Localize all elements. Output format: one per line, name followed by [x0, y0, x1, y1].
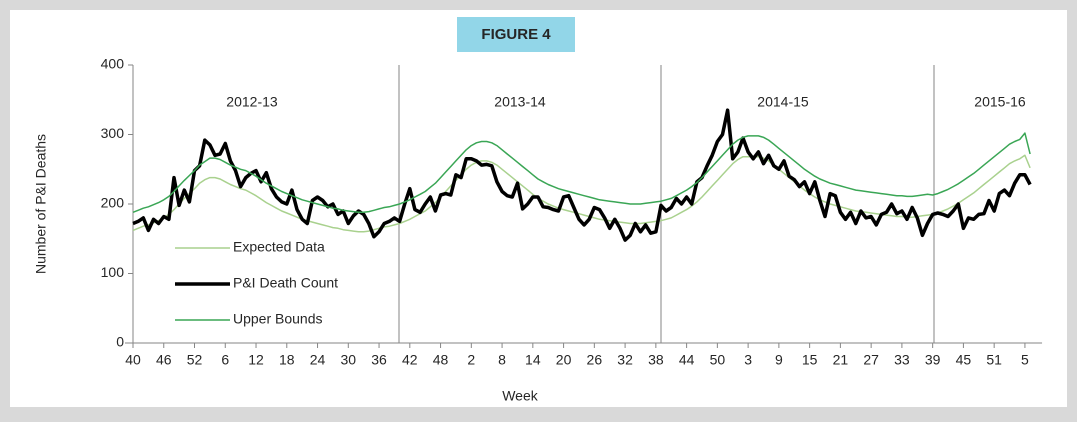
x-tick-label: 8: [498, 352, 506, 368]
x-tick-label: 5: [1021, 352, 1029, 368]
title-box: [457, 17, 575, 52]
y-axis-label: Number of P&I Deaths: [33, 134, 49, 274]
x-tick-label: 38: [648, 352, 664, 368]
x-tick-label: 40: [125, 352, 141, 368]
x-tick-label: 45: [956, 352, 972, 368]
x-tick-label: 27: [863, 352, 879, 368]
chart-title: FIGURE 4: [481, 26, 551, 43]
x-tick-label: 48: [433, 352, 449, 368]
x-tick-label: 21: [833, 352, 849, 368]
legend-label: Upper Bounds: [233, 311, 323, 327]
x-tick-label: 30: [341, 352, 357, 368]
y-tick-label: 400: [101, 56, 125, 72]
x-tick-label: 9: [775, 352, 783, 368]
x-tick-label: 52: [187, 352, 203, 368]
y-tick-label: 100: [101, 264, 125, 280]
x-tick-label: 15: [802, 352, 818, 368]
x-tick-label: 20: [556, 352, 572, 368]
x-tick-label: 39: [925, 352, 941, 368]
x-tick-label: 14: [525, 352, 541, 368]
series-line: [132, 132, 1031, 214]
x-tick-label: 12: [248, 352, 264, 368]
x-tick-label: 24: [310, 352, 326, 368]
x-tick-label: 2: [467, 352, 475, 368]
season-label: 2013-14: [494, 94, 546, 110]
x-tick-label: 51: [986, 352, 1002, 368]
y-tick-label: 200: [101, 195, 125, 211]
x-tick-label: 36: [371, 352, 387, 368]
x-tick-label: 32: [617, 352, 633, 368]
x-tick-label: 18: [279, 352, 295, 368]
x-tick-label: 50: [710, 352, 726, 368]
x-tick-label: 6: [221, 352, 229, 368]
y-tick-label: 0: [116, 334, 124, 350]
x-tick-label: 46: [156, 352, 172, 368]
x-tick-label: 42: [402, 352, 418, 368]
legend-label: P&I Death Count: [233, 275, 338, 291]
season-label: 2014-15: [757, 94, 809, 110]
series-line: [132, 108, 1032, 242]
x-tick-label: 44: [679, 352, 695, 368]
x-tick-label: 26: [587, 352, 603, 368]
season-label: 2012-13: [226, 94, 278, 110]
x-tick-label: 3: [744, 352, 752, 368]
x-tick-label: 33: [894, 352, 910, 368]
y-tick-label: 300: [101, 125, 125, 141]
legend-label: Expected Data: [233, 239, 325, 255]
season-label: 2015-16: [974, 94, 1026, 110]
x-axis-label: Week: [502, 388, 539, 404]
